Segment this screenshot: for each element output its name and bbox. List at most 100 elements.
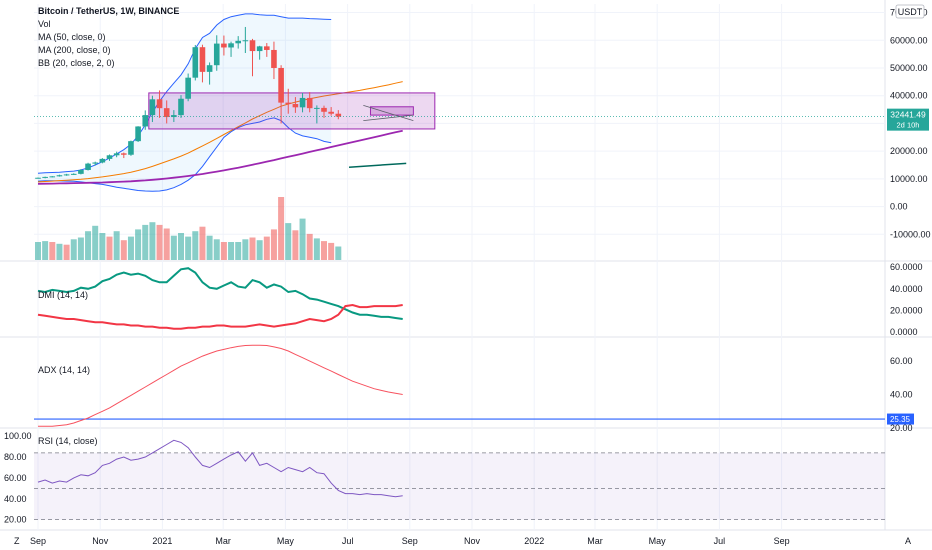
candle-body [63, 174, 70, 176]
axes: Sep Nov 2021 Mar May Jul Sep Nov 2022 Mar May Jul Se… [4, 8, 931, 546]
dmi-plus-line [37, 267, 403, 320]
dmi-y-tick: 20.0000 [890, 305, 923, 315]
volume-bar [185, 236, 192, 260]
adx-pane[interactable] [34, 344, 885, 427]
y-tick-label: 0.00 [890, 202, 908, 212]
volume-bar [149, 222, 156, 260]
volume-bar [113, 231, 120, 260]
volume-bar [192, 231, 199, 260]
timezone-corner-label[interactable]: Z [14, 536, 20, 546]
rsi-y-tick: 20.00 [4, 515, 27, 525]
candle-body [171, 115, 177, 118]
volume-bar [321, 241, 327, 260]
chart-title: Bitcoin / TetherUS, 1W, BINANCE [38, 6, 179, 16]
x-tick-label: Mar [587, 536, 603, 546]
candle-body [185, 77, 191, 99]
volume-bar [242, 239, 249, 260]
x-tick-label: Nov [92, 536, 109, 546]
y-tick-label: 40000.00 [890, 91, 928, 101]
consolidation-box [148, 92, 436, 130]
volume-bar [220, 242, 227, 260]
adx-y-tick: 20.00 [890, 423, 913, 433]
volume-bar [249, 237, 256, 260]
x-tick-label: Mar [215, 536, 231, 546]
candle-body [156, 99, 163, 109]
candle-body [192, 47, 199, 78]
y-tick-label: 60000.00 [890, 35, 928, 45]
volume-bar [278, 197, 285, 260]
candle-body [278, 67, 284, 103]
dmi-minus-line [37, 303, 403, 330]
drawn-trendline [348, 162, 407, 168]
candle-body [213, 43, 220, 66]
legend-bb: BB (20, close, 2, 0) [38, 58, 115, 68]
candle-body [163, 108, 170, 118]
volume-bar [178, 233, 184, 260]
x-tick-label: Jul [342, 536, 354, 546]
candle-body [92, 162, 98, 164]
volume-bar [142, 224, 149, 260]
volume-bar [292, 230, 299, 260]
volume-bar [313, 238, 320, 260]
currency-button[interactable]: USDT [895, 4, 925, 19]
dmi-pane[interactable] [37, 267, 403, 330]
candle-body [142, 115, 149, 127]
dmi-y-tick: 40.0000 [890, 284, 923, 294]
legend-dmi: DMI (14, 14) [38, 290, 88, 300]
rsi-y-tick: 40.00 [4, 494, 27, 504]
candle-body [113, 153, 120, 156]
volume-bar [256, 240, 263, 260]
volume-bar [299, 218, 306, 260]
dmi-y-tick: 0.0000 [890, 327, 918, 337]
rsi-y-tick: 60.00 [4, 473, 27, 483]
legend-rsi: RSI (14, close) [38, 436, 98, 446]
volume-bar [170, 235, 177, 260]
volume-bar [56, 243, 63, 260]
candle-body [70, 173, 77, 175]
price-badge-value: 32441.49 [890, 110, 926, 120]
rsi-y-tick: 80.00 [4, 452, 27, 462]
x-tick-label: Sep [402, 536, 418, 546]
candle-body [228, 43, 234, 48]
triangle-line-upper [363, 105, 414, 122]
candle-body [128, 141, 134, 155]
rsi-line [37, 439, 403, 498]
rsi-y-tick: 100.00 [4, 431, 32, 441]
adx-y-tick: 40.00 [890, 390, 913, 400]
x-tick-label: Jul [714, 536, 726, 546]
candle-body [178, 98, 184, 116]
candle-body [35, 177, 41, 179]
volume-bar [335, 246, 342, 260]
candle-body [56, 175, 63, 177]
candle-body [85, 163, 91, 170]
volume-bar [106, 236, 113, 260]
candle-body [106, 155, 113, 159]
auto-scale-corner-label[interactable]: A [905, 536, 911, 546]
candle-body [249, 40, 256, 52]
volume-bar [163, 228, 170, 260]
candle-body [271, 49, 277, 68]
y-tick-label: 20000.00 [890, 146, 928, 156]
price-pane[interactable] [34, 13, 885, 260]
volume-bar [270, 229, 277, 260]
volume-bar [127, 236, 134, 260]
candle-body [235, 40, 241, 44]
candle-body [335, 113, 342, 117]
ma200-line [37, 129, 403, 185]
x-tick-label: May [277, 536, 295, 546]
rsi-pane[interactable] [34, 439, 885, 521]
price-badge-countdown: 2d 10h [897, 121, 920, 130]
adx-badge: 25.35 [887, 413, 914, 425]
candle-body [42, 176, 48, 178]
volume-bar [85, 231, 92, 260]
volume-bar [99, 233, 106, 260]
candle-body [264, 46, 270, 50]
legend-ma200: MA (200, close, 0) [38, 45, 111, 55]
x-tick-label: Sep [774, 536, 790, 546]
currency-label: USDT [898, 7, 923, 17]
candle-body [206, 65, 213, 72]
volume-bar [213, 239, 220, 260]
triangle-line-lower [363, 114, 414, 122]
